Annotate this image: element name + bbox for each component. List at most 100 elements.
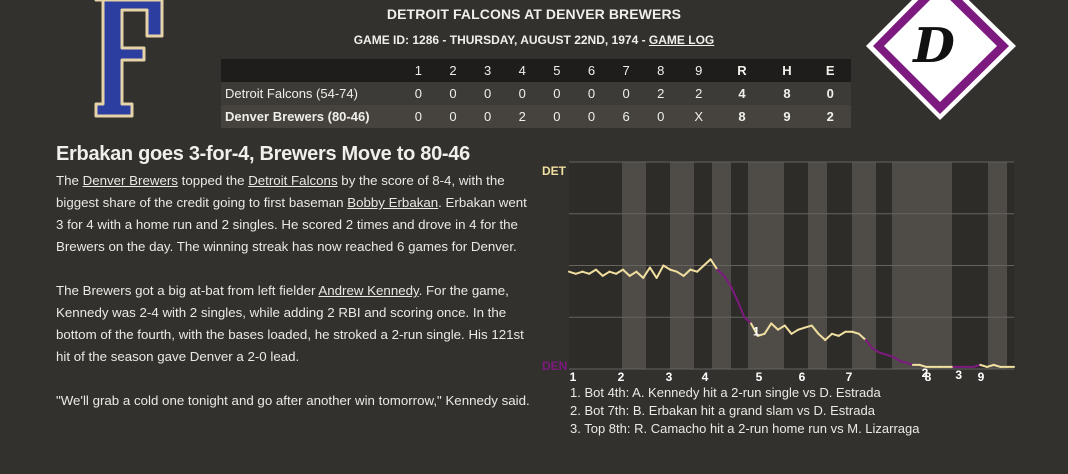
chart-x-tick-label: 9	[978, 370, 985, 384]
chart-line-segment	[568, 270, 577, 275]
team-link-denver-brewers[interactable]: Denver Brewers	[82, 173, 178, 188]
chart-line-segment	[763, 322, 773, 335]
game-info: GAME ID: 1286 - THURSDAY, AUGUST 22ND, 1…	[353, 33, 649, 47]
chart-top-label: DET	[542, 164, 567, 178]
inning-header: 7	[608, 59, 644, 82]
chart-x-tick-label: 7	[846, 370, 853, 384]
chart-line-segment	[830, 332, 840, 337]
team-name: Detroit Falcons (54-74)	[221, 82, 401, 105]
chart-event-marker: 2	[922, 366, 929, 380]
chart-line-segment	[810, 324, 820, 335]
inning-score: 2	[678, 82, 720, 105]
chart-line-segment	[905, 361, 914, 366]
inning-header: 8	[643, 59, 678, 82]
player-link-bobby-erbakan[interactable]: Bobby Erbakan	[347, 195, 439, 210]
inning-header: 9	[678, 59, 720, 82]
chart-line-segment	[669, 268, 678, 273]
chart-x-tick-label: 8	[925, 370, 932, 384]
chart-line-segment	[783, 324, 793, 335]
inning-score: 0	[470, 82, 505, 105]
chart-line-segment	[601, 270, 611, 277]
player-link-andrew-kennedy[interactable]: Andrew Kennedy	[318, 283, 419, 298]
chart-line-segment	[790, 328, 800, 335]
chart-line-segment	[702, 258, 712, 267]
inning-score: 0	[539, 105, 575, 128]
chart-line-segment	[628, 270, 638, 277]
inning-score: 0	[574, 82, 609, 105]
text-run: The	[56, 173, 83, 188]
chart-x-tick-label: 5	[756, 370, 763, 384]
inning-score: X	[678, 105, 720, 128]
chart-line-segment	[743, 316, 753, 325]
chart-line-segment	[588, 268, 597, 275]
chart-line-segment	[857, 332, 867, 342]
chart-line-segment	[729, 285, 739, 302]
errors-total: 0	[809, 82, 851, 105]
chart-line-segment	[824, 332, 833, 342]
team-link-detroit-falcons[interactable]: Detroit Falcons	[248, 173, 338, 188]
chart-line-segment	[878, 351, 887, 356]
chart-line-segment	[756, 332, 766, 337]
game-log-link[interactable]: GAME LOG	[648, 33, 715, 47]
home-team-row: Denver Brewers (80-46) 0 0 0 2 0 0 6 0 X…	[221, 105, 851, 128]
game-title: DETROIT FALCONS AT DENVER BREWERS	[386, 6, 682, 22]
inning-score: 2	[504, 105, 540, 128]
chart-line-segment	[817, 332, 827, 342]
chart-note: 1. Bot 4th: A. Kennedy hit a 2-run singl…	[570, 385, 881, 400]
game-subtitle: GAME ID: 1286 - THURSDAY, AUGUST 22ND, 1…	[0, 33, 1068, 47]
chart-line-segment	[979, 363, 989, 368]
chart-event-marker: 3	[955, 368, 962, 382]
chart-note: 2. Bot 7th: B. Erbakan hit a grand slam …	[570, 403, 875, 418]
inning-score: 0	[401, 105, 436, 128]
chart-line-segment	[750, 322, 759, 337]
chart-line-segment	[992, 363, 1002, 368]
chart-line-segment	[837, 330, 847, 337]
chart-notes: 1. Bot 4th: A. Kennedy hit a 2-run singl…	[570, 384, 919, 438]
chart-line-segment	[770, 322, 780, 331]
detroit-falcons-logo	[94, 0, 164, 118]
chart-x-tick-label: 2	[618, 370, 625, 384]
chart-line-segment	[615, 268, 624, 275]
text-run: . For the game, Kennedy was 2-4 with 2 s…	[56, 283, 524, 364]
team-name: Denver Brewers (80-46)	[221, 105, 401, 128]
line-score-header-row: 1 2 3 4 5 6 7 8 9 R H E	[221, 59, 851, 82]
chart-line-segment	[851, 330, 860, 335]
text-run: by the score of 8-4, with the biggest sh…	[56, 173, 505, 210]
runs-header: R	[719, 59, 765, 82]
chart-line-segment	[696, 264, 705, 273]
chart-line-segment	[777, 324, 786, 331]
inning-score: 0	[504, 82, 540, 105]
denver-brewers-logo: D	[866, 0, 1016, 120]
text-run: . Erbakan went 3 for 4 with a home run a…	[56, 195, 527, 254]
inning-score: 0	[435, 82, 471, 105]
inning-header: 2	[435, 59, 471, 82]
hits-total: 8	[764, 82, 810, 105]
article-paragraph: The Brewers got a big at-bat from left f…	[56, 280, 532, 368]
chart-line-segment	[898, 359, 908, 364]
chart-line-segment	[621, 268, 631, 277]
article-headline: Erbakan goes 3-for-4, Brewers Move to 80…	[56, 143, 470, 165]
chart-line-segment	[682, 268, 692, 277]
line-score-table: 1 2 3 4 5 6 7 8 9 R H E Detroit Falcons …	[221, 59, 851, 128]
chart-note: 3. Top 8th: R. Camacho hit a 2-run home …	[570, 421, 920, 436]
runs-total: 4	[719, 82, 765, 105]
chart-line-segment	[635, 270, 645, 279]
chart-line-segment	[655, 264, 665, 279]
chart-x-tick-label: 1	[570, 370, 577, 384]
chart-line-segment	[918, 363, 928, 368]
chart-line-segment	[648, 266, 658, 279]
chart-x-tick-label: 4	[702, 370, 709, 384]
article-body: The Denver Brewers topped the Detroit Fa…	[56, 170, 532, 434]
chart-bottom-label: DEN	[542, 359, 567, 373]
inning-score: 0	[435, 105, 471, 128]
chart-line-segment	[972, 363, 982, 368]
chart-line-segment	[864, 339, 874, 350]
svg-text:D: D	[911, 18, 955, 74]
chart-line-segment	[608, 270, 618, 275]
hits-total: 9	[764, 105, 810, 128]
inning-header: 1	[401, 59, 436, 82]
chart-line-segment	[797, 326, 806, 331]
chart-line-segment	[709, 258, 719, 271]
chart-line-segment	[574, 270, 584, 275]
